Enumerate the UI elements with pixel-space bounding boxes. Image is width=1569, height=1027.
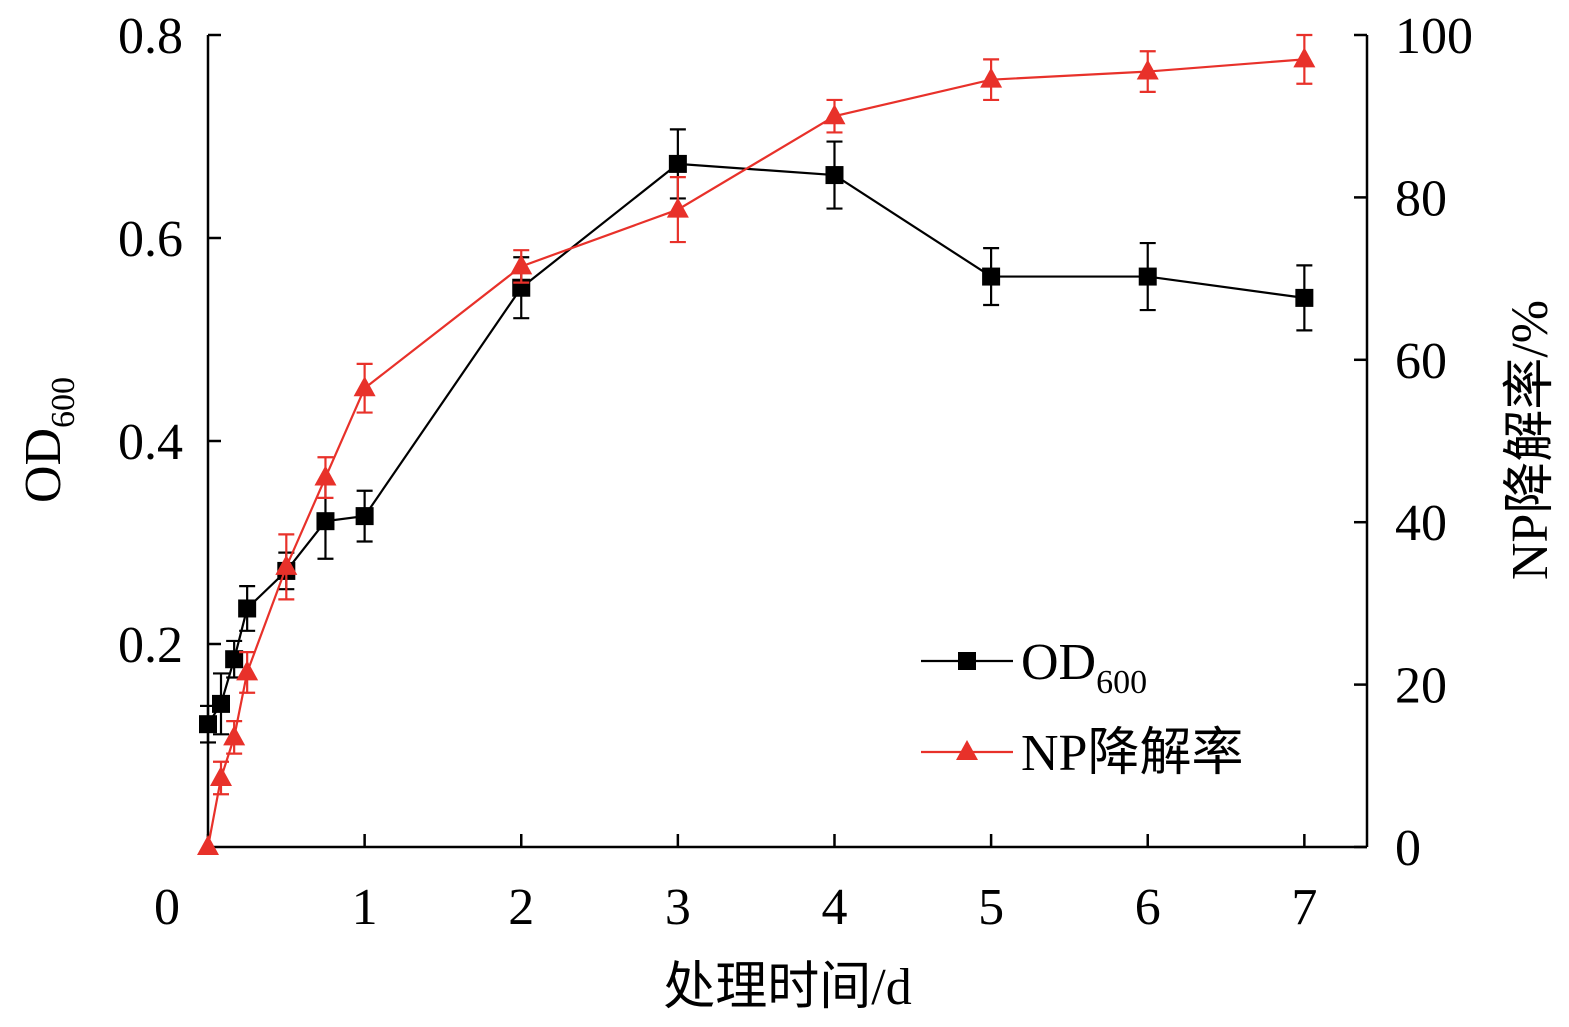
y2-tick-label: 60: [1395, 333, 1447, 390]
data-point: [275, 554, 298, 575]
series-np-degradation: [197, 33, 1316, 855]
data-point: [1138, 267, 1157, 286]
data-point: [980, 67, 1003, 88]
x-tick-label: 3: [665, 879, 691, 936]
y2-tick-label: 80: [1395, 170, 1447, 227]
y-tick-label: 0.8: [118, 8, 183, 65]
data-point: [236, 660, 259, 681]
data-point: [982, 267, 1001, 286]
data-point: [1293, 47, 1316, 68]
legend: OD600 NP降解率: [921, 634, 1243, 782]
legend-marker: [958, 652, 976, 670]
x-tick-label: 2: [508, 879, 534, 936]
data-point: [510, 254, 533, 275]
x-tick-label: 1: [352, 879, 378, 936]
y-tick-label: 0.2: [118, 617, 183, 674]
legend-marker: [956, 740, 978, 760]
data-point: [211, 694, 230, 713]
x-tick-label: 0: [154, 879, 180, 936]
y-axis-title-subscript: 600: [45, 377, 82, 428]
legend-label: OD600: [1021, 634, 1147, 701]
legend-label-subscript: 600: [1096, 664, 1147, 701]
data-point: [197, 835, 219, 855]
y2-tick-label: 100: [1395, 8, 1473, 65]
data-point: [1295, 288, 1314, 307]
series-line: [207, 162, 1305, 725]
data-point: [823, 104, 846, 125]
data-point: [1136, 59, 1159, 80]
x-tick-label: 4: [821, 879, 847, 936]
data-point: [355, 507, 374, 526]
x-tick-label: 7: [1291, 879, 1317, 936]
legend-label: NP降解率: [1021, 725, 1243, 782]
series-group: [197, 33, 1316, 855]
data-point: [314, 465, 337, 486]
series-od600: [199, 128, 1314, 744]
x-axis-title: 处理时间/d: [663, 959, 911, 1016]
data-point: [353, 376, 376, 397]
data-point: [209, 765, 232, 786]
x-tick-label: 6: [1135, 879, 1161, 936]
y2-tick-label: 0: [1395, 820, 1421, 877]
legend-entry: OD600: [921, 634, 1147, 701]
y2-tick-label: 20: [1395, 658, 1447, 715]
y-axis-title: OD600: [15, 377, 82, 503]
data-point: [238, 599, 257, 618]
data-point: [316, 512, 335, 531]
y2-axis-title: NP降解率/%: [1502, 300, 1559, 580]
data-point: [223, 725, 246, 746]
y2-tick-label: 40: [1395, 495, 1447, 552]
x-tick-label: 5: [978, 879, 1004, 936]
data-point: [666, 197, 689, 218]
data-point: [199, 715, 217, 734]
legend-entry: NP降解率: [921, 725, 1243, 782]
axes: 0 1 2 3 4 5 6 7 0.2 0.4 0.6 0.8 0 20 40 60 80 100 处理时间/d OD…: [15, 8, 1559, 1016]
y-tick-label: 0.4: [118, 414, 183, 471]
data-point: [668, 154, 687, 173]
data-point: [225, 650, 244, 669]
data-point: [825, 166, 844, 185]
y-tick-label: 0.6: [118, 211, 183, 268]
